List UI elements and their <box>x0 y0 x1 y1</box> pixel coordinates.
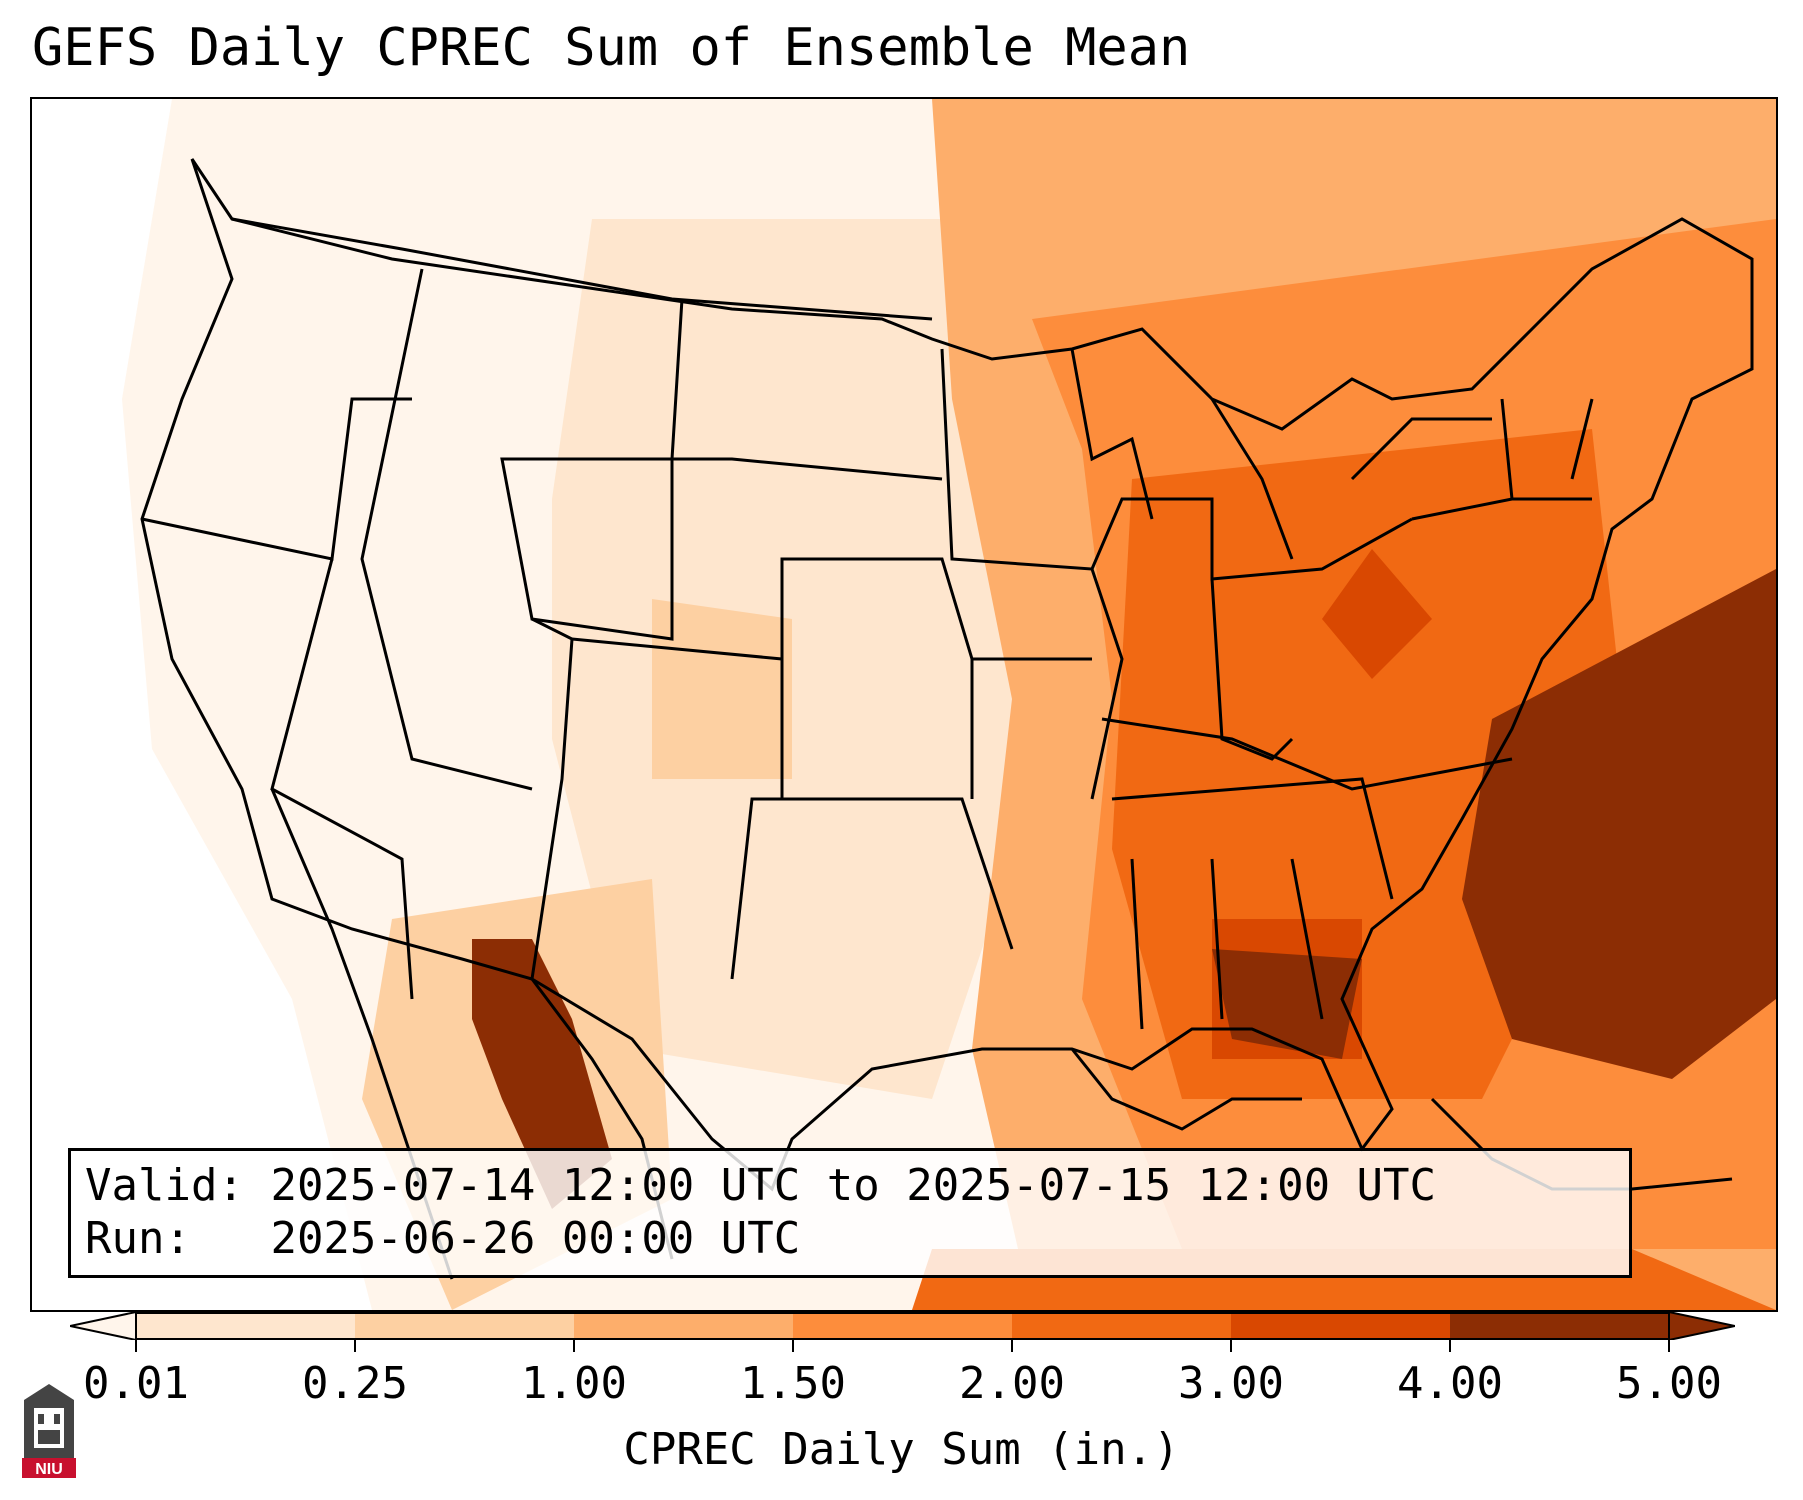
colorbar-segments <box>70 1312 1735 1340</box>
colorbar-tick-label: 4.00 <box>1397 1358 1503 1409</box>
info-box: Valid: 2025-07-14 12:00 UTC to 2025-07-1… <box>68 1148 1632 1278</box>
valid-label: Valid: <box>85 1160 244 1211</box>
run-value: 2025-06-26 00:00 UTC <box>270 1213 801 1264</box>
us-outline <box>140 158 1754 1192</box>
colorbar <box>70 1312 1735 1340</box>
colorbar-tick-mark <box>1230 1340 1232 1352</box>
run-label: Run: <box>85 1213 191 1264</box>
colorbar-outline <box>135 1312 1670 1340</box>
colorbar-tick-mark <box>1011 1340 1013 1352</box>
valid-value: 2025-07-14 12:00 UTC to 2025-07-15 12:00… <box>270 1160 1437 1211</box>
colorbar-tick-label: 1.50 <box>740 1358 846 1409</box>
colorbar-label: CPREC Daily Sum (in.) <box>623 1424 1180 1475</box>
colorbar-segment <box>574 1312 793 1340</box>
colorbar-tick-mark <box>573 1340 575 1352</box>
colorbar-tick-mark <box>1449 1340 1451 1352</box>
precipitation-field <box>32 99 1776 1310</box>
boundaries <box>140 158 1754 1280</box>
logo-text: NIU <box>35 1461 63 1478</box>
colorbar-tick-label: 5.00 <box>1616 1358 1722 1409</box>
precipitation-map <box>32 99 1776 1310</box>
colorbar-tick-label: 3.00 <box>1178 1358 1284 1409</box>
colorbar-segment <box>793 1312 1012 1340</box>
colorbar-segment <box>1012 1312 1231 1340</box>
colorbar-segment <box>355 1312 574 1340</box>
colorbar-tick-label: 0.25 <box>302 1358 408 1409</box>
niu-logo: NIU <box>22 1384 76 1478</box>
colorbar-tick-mark <box>1668 1340 1670 1352</box>
colorbar-tick-mark <box>354 1340 356 1352</box>
run-row: Run: 2025-06-26 00:00 UTC <box>85 1212 1629 1265</box>
colorbar-tick-mark <box>792 1340 794 1352</box>
valid-row: Valid: 2025-07-14 12:00 UTC to 2025-07-1… <box>85 1159 1629 1212</box>
colorbar-extend-high <box>1668 1312 1735 1340</box>
map-panel[interactable]: Valid: 2025-07-14 12:00 UTC to 2025-07-1… <box>30 97 1778 1312</box>
colorbar-tick-mark <box>135 1340 137 1352</box>
colorbar-segment <box>1450 1312 1669 1340</box>
colorbar-segment <box>136 1312 355 1340</box>
colorbar-tick-label: 2.00 <box>959 1358 1065 1409</box>
colorbar-extend-low <box>70 1312 137 1340</box>
colorbar-segment <box>1231 1312 1450 1340</box>
colorbar-tick-label: 1.00 <box>521 1358 627 1409</box>
colorbar-tick-label: 0.01 <box>83 1358 189 1409</box>
page-title: GEFS Daily CPREC Sum of Ensemble Mean <box>32 18 1191 78</box>
